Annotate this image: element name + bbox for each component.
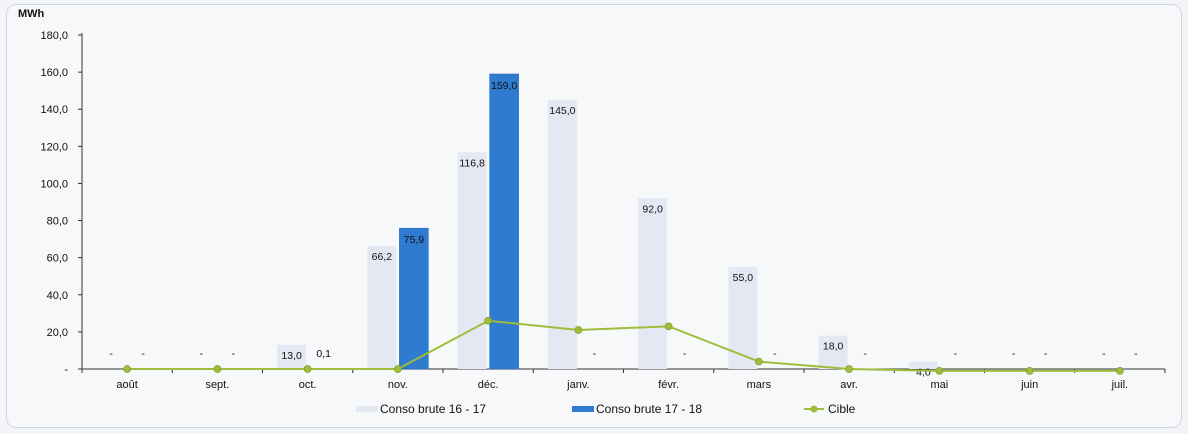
point-cible — [845, 365, 853, 373]
point-cible — [935, 367, 944, 375]
x-tick-label: sept. — [205, 379, 229, 391]
point-cible — [574, 326, 583, 334]
x-tick-label: juil. — [1111, 379, 1129, 391]
x-tick-label: déc. — [478, 379, 499, 391]
point-cible — [303, 365, 312, 373]
x-tick-label: nov. — [388, 379, 408, 391]
y-tick-label: 140,0 — [40, 104, 68, 116]
bar-conso-16-17 — [367, 246, 397, 369]
y-axis-label: MWh — [18, 8, 45, 20]
point-cible — [123, 365, 131, 373]
data-label-conso-16-17: - — [109, 348, 113, 360]
legend-marker-cible — [810, 405, 818, 413]
data-label-conso-16-17: 55,0 — [733, 272, 754, 284]
y-tick-label: 180,0 — [40, 30, 68, 42]
point-cible — [394, 365, 402, 373]
data-label-conso-17-18: 159,0 — [491, 80, 517, 92]
data-label-conso-16-17: 4,0 — [916, 367, 931, 379]
y-tick-label: 120,0 — [40, 141, 68, 153]
chart-frame — [6, 4, 1182, 428]
data-label-conso-17-18: - — [593, 348, 597, 360]
y-tick-label: 100,0 — [40, 178, 68, 190]
data-label-conso-16-17: 18,0 — [823, 341, 844, 353]
data-label-conso-16-17: 145,0 — [549, 105, 575, 117]
bar-conso-16-17 — [908, 361, 938, 369]
bar-conso-16-17 — [277, 344, 307, 369]
y-tick-label: 20,0 — [47, 327, 68, 339]
x-tick-label: mai — [931, 379, 949, 391]
line-cible — [127, 319, 1120, 372]
y-tick-label: 60,0 — [47, 253, 68, 265]
data-label-conso-17-18: - — [1134, 348, 1138, 360]
x-tick-label: juin — [1020, 379, 1038, 391]
data-label-conso-16-17: - — [200, 348, 204, 360]
bar-conso-17-18 — [399, 227, 429, 370]
data-label-conso-17-18: - — [773, 348, 777, 360]
data-label-conso-17-18: 0,1 — [316, 348, 331, 360]
y-tick-label: 40,0 — [47, 290, 68, 302]
point-cible — [1025, 367, 1034, 375]
point-cible — [1116, 367, 1124, 375]
bar-conso-17-18 — [489, 73, 519, 370]
legend: Conso brute 16 - 17 Conso brute 17 - 18 Ci… — [356, 402, 856, 416]
data-label-conso-16-17: - — [1012, 348, 1016, 360]
legend-label: Conso brute 16 - 17 — [380, 402, 486, 416]
data-label-conso-16-17: 13,0 — [281, 350, 302, 362]
bar-conso-16-17 — [638, 198, 668, 369]
data-label-conso-17-18: - — [232, 348, 236, 360]
x-tick-label: févr. — [658, 379, 679, 391]
data-label-conso-16-17: 66,2 — [372, 251, 393, 263]
data-label-conso-17-18: - — [141, 348, 145, 360]
data-label-conso-17-18: - — [954, 348, 958, 360]
bar-conso-16-17 — [457, 152, 487, 369]
point-cible — [664, 322, 673, 331]
legend-swatch-conso-17-18 — [572, 406, 594, 412]
point-cible — [484, 316, 492, 325]
bar-conso-16-17 — [818, 335, 848, 369]
bar-conso-16-17 — [547, 99, 577, 369]
x-tick-label: avr. — [840, 379, 858, 391]
x-tick-label: janv. — [566, 379, 589, 391]
x-tick-label: août — [116, 379, 137, 391]
data-label-conso-17-18: - — [863, 348, 867, 360]
x-tick-label: mars — [747, 379, 772, 391]
data-label-conso-17-18: - — [1044, 348, 1048, 360]
data-label-conso-16-17: 116,8 — [459, 157, 485, 169]
data-label-conso-16-17: - — [1102, 348, 1106, 360]
plot-area: - 20,0 40,0 60,0 80,0 100,0 120,0 140,0 160,0 180… — [40, 30, 1166, 391]
legend-label: Cible — [828, 402, 856, 416]
y-tick-label: - — [64, 364, 68, 376]
data-label-conso-17-18: 75,9 — [404, 234, 425, 246]
y-tick-label: 160,0 — [40, 67, 68, 79]
point-cible — [213, 365, 222, 373]
point-cible — [755, 357, 763, 366]
legend-label: Conso brute 17 - 18 — [596, 402, 702, 416]
data-label-conso-17-18: - — [683, 348, 687, 360]
data-label-conso-16-17: 92,0 — [642, 203, 663, 215]
legend-swatch-conso-16-17 — [356, 406, 378, 412]
x-tick-label: oct. — [299, 379, 317, 391]
y-tick-label: 80,0 — [47, 216, 68, 228]
